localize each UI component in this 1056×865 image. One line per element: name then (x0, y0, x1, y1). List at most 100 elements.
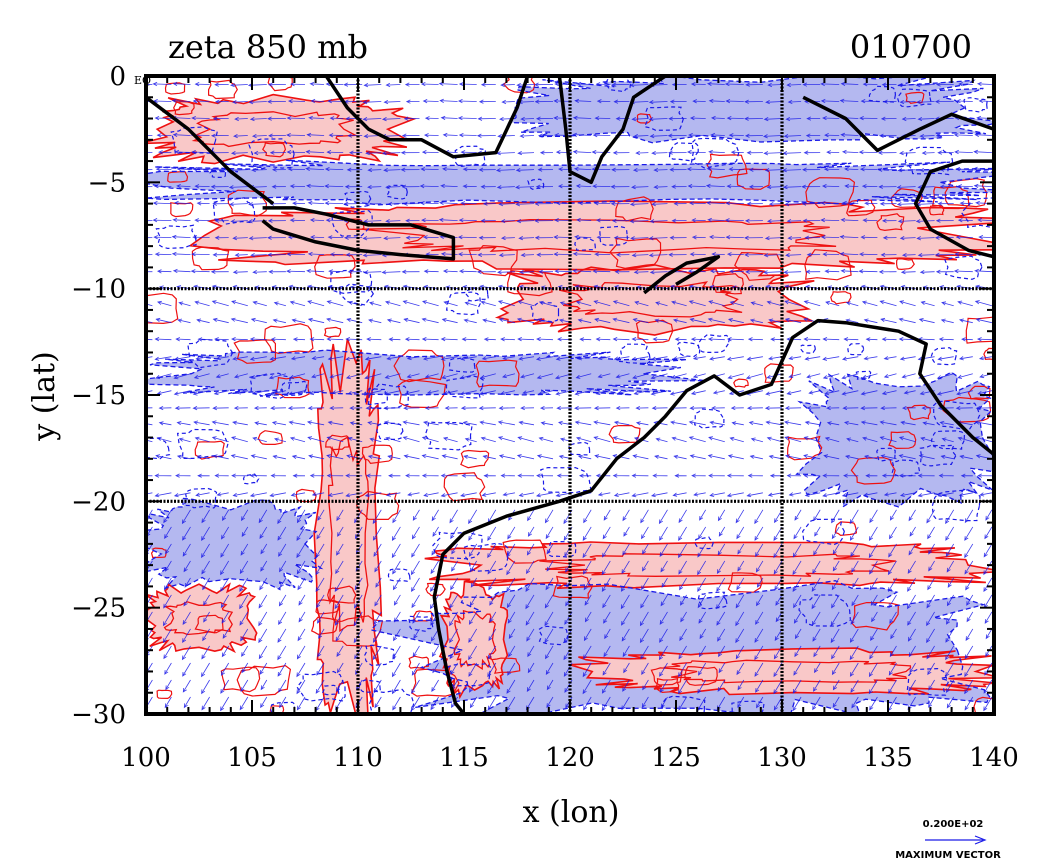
negative-contour (146, 497, 324, 591)
wind-vector (194, 300, 210, 307)
wind-vector (498, 317, 515, 324)
wind-vector (620, 577, 630, 592)
wind-vector (336, 509, 344, 522)
wind-vector (602, 594, 611, 609)
wind-vector (317, 611, 325, 624)
wind-vector (794, 628, 802, 640)
wind-vector (470, 731, 477, 742)
wind-vector (698, 526, 707, 540)
wind-vector (239, 560, 249, 575)
wind-vector (404, 337, 420, 342)
wind-vector (633, 133, 649, 139)
wind-vector (957, 373, 973, 379)
wind-vector (803, 454, 821, 460)
wind-vector (348, 150, 363, 155)
wind-vector (603, 509, 611, 521)
wind-vector (490, 731, 496, 741)
wind-vector (296, 509, 306, 524)
wind-vector (311, 373, 325, 379)
wind-vector (507, 662, 516, 676)
wind-vector (410, 696, 420, 712)
wind-vector (442, 269, 458, 274)
wind-vector (926, 645, 935, 660)
wind-vector (813, 679, 821, 692)
wind-vector (173, 356, 191, 361)
wind-vector (441, 454, 458, 460)
wind-vector (652, 337, 668, 342)
wind-vector (936, 373, 954, 380)
negative-eddy (731, 700, 765, 714)
wind-vector (937, 356, 954, 361)
wind-vector (861, 184, 878, 189)
wind-vector (877, 150, 897, 155)
wind-vector (881, 390, 897, 396)
wind-vector (386, 356, 401, 361)
wind-vector (460, 150, 477, 155)
wind-vector (730, 405, 744, 411)
wind-vector (310, 235, 325, 240)
wind-vector (210, 184, 229, 189)
wind-vector (327, 235, 344, 240)
wind-vector (793, 611, 802, 624)
wind-vector (527, 509, 535, 522)
wind-vector (687, 184, 706, 189)
wind-vector (671, 218, 687, 223)
wind-vector (582, 662, 592, 678)
wind-vector (689, 252, 706, 257)
wind-vector (497, 300, 516, 307)
wind-vector (919, 133, 935, 139)
wind-vector (260, 560, 268, 572)
wind-vector (214, 235, 229, 240)
wind-vector (364, 373, 382, 380)
wind-vector (899, 300, 916, 307)
wind-vector (957, 184, 973, 189)
wind-vector (671, 184, 687, 189)
positive-eddy (263, 323, 314, 355)
wind-vector (850, 611, 859, 625)
wind-vector (286, 252, 306, 257)
wind-vector (381, 151, 401, 156)
wind-vector (306, 132, 325, 137)
y-axis-label: y (lat) (27, 351, 62, 441)
wind-vector (181, 509, 191, 525)
wind-vector (754, 509, 764, 525)
negative-eddy (540, 466, 592, 494)
wind-vector (691, 218, 706, 223)
wind-vector (708, 300, 725, 307)
wind-vector (735, 611, 745, 627)
wind-vector (574, 420, 592, 426)
wind-vector (958, 492, 973, 497)
wind-vector (545, 577, 554, 591)
wind-vector (372, 509, 382, 525)
wind-vector (820, 218, 840, 223)
wind-vector (974, 420, 992, 426)
plot-area (146, 76, 994, 742)
wind-vector (783, 134, 802, 139)
wind-vector (744, 235, 763, 240)
wind-vector (784, 436, 802, 443)
wind-vector (840, 217, 859, 223)
wind-vector (406, 355, 420, 361)
wind-vector (489, 594, 497, 606)
wind-vector (165, 543, 172, 555)
wind-vector (544, 628, 554, 644)
y-tick-label: −10 (71, 275, 126, 305)
wind-vector (422, 99, 439, 104)
wind-vector (146, 237, 153, 239)
wind-vector (631, 473, 649, 478)
wind-vector (387, 454, 401, 460)
wind-vector (639, 628, 649, 644)
wind-vector (146, 271, 153, 273)
wind-vector (788, 356, 802, 361)
wind-vector (710, 132, 725, 138)
wind-vector (172, 81, 191, 86)
wind-vector (565, 696, 573, 709)
wind-vector (812, 628, 821, 642)
wind-vector (404, 390, 420, 396)
positive-eddy (706, 153, 748, 179)
wind-vector (669, 235, 687, 240)
wind-vector (441, 373, 458, 380)
wind-vector (400, 167, 420, 172)
wind-vector (329, 116, 344, 121)
wind-vector (642, 560, 649, 572)
